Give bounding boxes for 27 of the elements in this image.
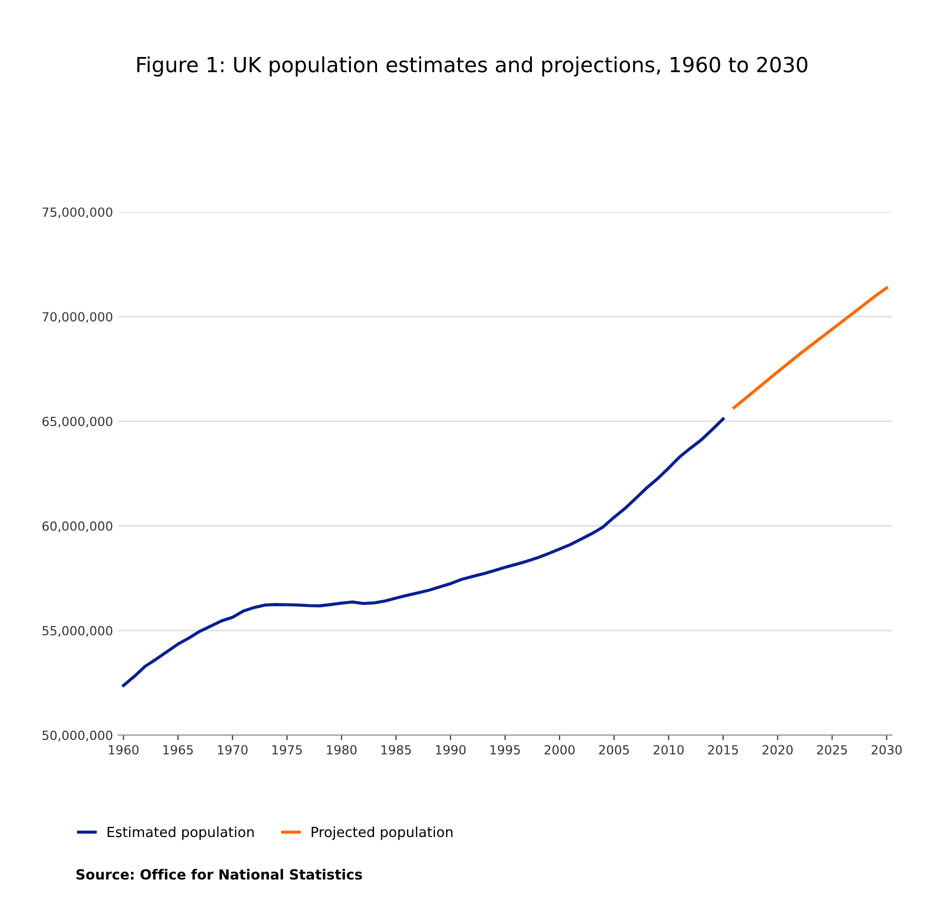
- x-tick-label: 2005: [599, 745, 629, 755]
- x-tick-label: 1990: [436, 745, 466, 755]
- legend-label: Estimated population: [108, 826, 254, 840]
- x-tick-label: 2025: [817, 745, 847, 755]
- y-tick-label: 75,000,000: [42, 207, 112, 218]
- y-tick-label: 60,000,000: [42, 521, 112, 532]
- line-series: [732, 286, 888, 410]
- x-tick-label: 1995: [490, 745, 520, 755]
- legend-label: Projected population: [312, 826, 452, 840]
- x-tick-label: 2020: [762, 745, 793, 755]
- source-note: Source: Office for National Statistics: [76, 868, 362, 880]
- y-tick-label: 50,000,000: [42, 730, 112, 742]
- x-tick-label: 2000: [544, 745, 575, 755]
- line-series: [122, 417, 725, 688]
- y-tick-label: 65,000,000: [42, 416, 112, 428]
- x-tick-label: 1985: [381, 745, 411, 755]
- x-tick-label: 2010: [654, 745, 684, 755]
- x-tick-label: 1975: [272, 745, 302, 755]
- y-tick-label: 70,000,000: [42, 312, 112, 323]
- x-tick-label: 1970: [218, 745, 248, 755]
- chart-title: Figure 1: UK population estimates and projections, 1960 to 2030: [137, 56, 808, 76]
- x-tick-label: 2030: [872, 745, 902, 755]
- x-tick-label: 2015: [708, 745, 738, 755]
- x-tick-label: 1980: [326, 745, 357, 755]
- x-tick-label: 1960: [108, 745, 139, 755]
- y-tick-label: 55,000,000: [42, 626, 112, 637]
- x-tick-label: 1965: [163, 745, 193, 755]
